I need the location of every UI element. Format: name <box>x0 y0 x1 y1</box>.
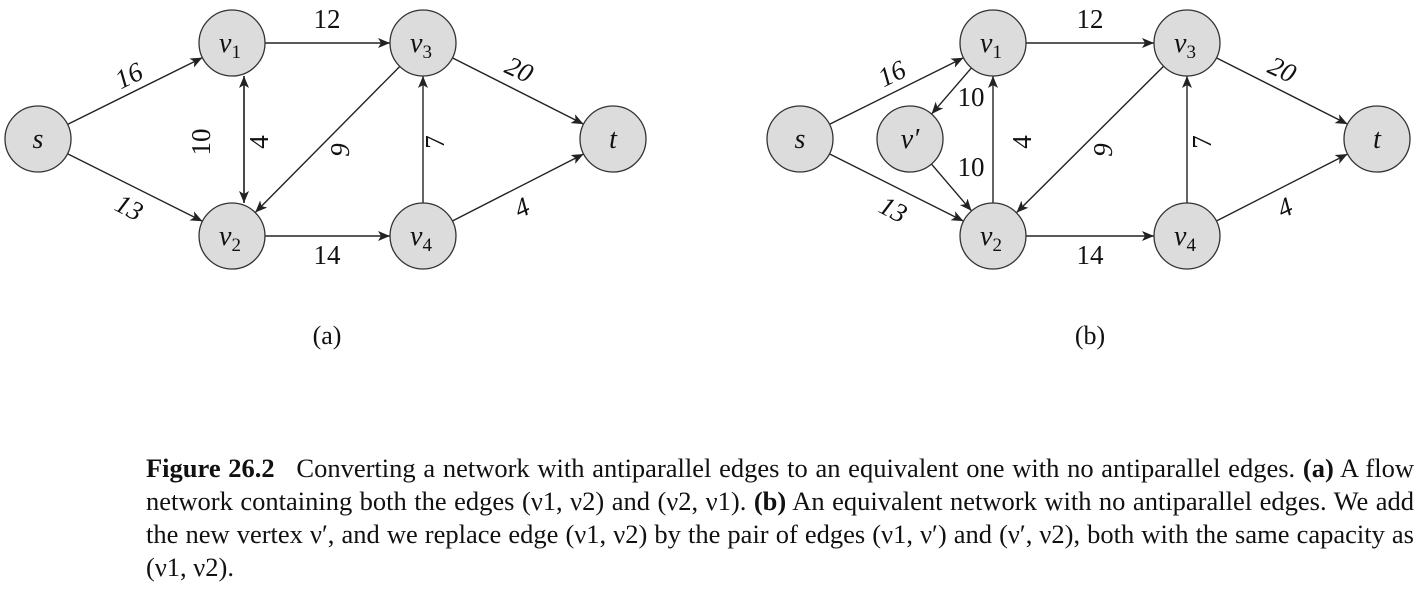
edge-capacity-v1-v2: 10 <box>186 129 216 156</box>
edge-vp-v2 <box>930 163 973 212</box>
caption-part-a-tag: (a) <box>1302 453 1334 483</box>
edge-capacity-v1-v3: 12 <box>314 4 341 34</box>
edge-capacity-v1-vp: 10 <box>958 82 985 112</box>
vertex-label-v1: ν1 <box>980 28 1002 63</box>
flow-network-figure: 16 13 12 10 4 9 14 7 20 4 s ν1 ν2 ν3 ν4 t (a) 16 13 12 10 10… <box>4 4 1411 350</box>
edge-s-v1 <box>67 57 203 125</box>
panel-label-b: (b) <box>1075 321 1105 350</box>
vertex-label-s: s <box>795 124 806 155</box>
edge-capacity-v4-v3: 7 <box>420 135 450 149</box>
edge-v3-v2 <box>1015 65 1165 214</box>
edge-capacity-vp-v2: 10 <box>958 152 985 182</box>
vertex-v1 <box>959 9 1027 77</box>
edge-capacity-v2-v1: 4 <box>1007 135 1037 149</box>
edge-capacity-v2-v4: 14 <box>314 240 342 270</box>
vertex-label-v4: ν4 <box>410 221 432 256</box>
panel-label-a: (a) <box>313 321 342 350</box>
vertex-label-v1: ν1 <box>219 28 241 63</box>
edge-capacity-v4-t: 4 <box>509 191 534 224</box>
caption-part-b-tag: (b) <box>753 486 787 516</box>
vertex-label-v2: ν2 <box>980 221 1002 256</box>
vertex-label-s: s <box>33 124 44 155</box>
vertex-label-t: t <box>1373 124 1382 155</box>
caption-figure-number: Figure 26.2 <box>146 453 275 483</box>
edge-capacity-v2-v1: 4 <box>244 135 274 149</box>
edge-capacity-v3-t: 20 <box>501 50 539 89</box>
vertex-vp <box>876 105 944 173</box>
vertex-label-v3: ν3 <box>410 28 432 63</box>
vertex-v1 <box>198 9 266 77</box>
vertex-label-vp: ν′ <box>901 124 920 155</box>
vertex-v4 <box>389 202 457 270</box>
caption-part-b-text: An equivalent network with no antiparall… <box>146 486 1414 582</box>
vertex-label-v2: ν2 <box>219 221 241 256</box>
vertex-t <box>579 105 647 173</box>
vertex-v2 <box>198 202 266 270</box>
edge-v3-t <box>452 57 584 125</box>
edge-v4-t <box>452 153 584 222</box>
vertex-t <box>1343 105 1411 173</box>
edge-capacity-v2-v4: 14 <box>1077 240 1105 270</box>
vertex-v4 <box>1153 202 1221 270</box>
edge-v3-v2 <box>254 65 401 214</box>
vertex-label-v3: ν3 <box>1174 28 1196 63</box>
edge-capacity-s-v2: 13 <box>874 190 912 229</box>
edge-s-v1 <box>829 57 964 125</box>
edge-v1-vp <box>931 67 972 115</box>
caption-part-a-text: A flow network containing both the edges… <box>146 453 1415 516</box>
vertex-s <box>766 105 834 173</box>
edge-capacity-s-v1: 16 <box>110 56 148 95</box>
edge-s-v2 <box>829 153 964 222</box>
vertex-v3 <box>389 9 457 77</box>
edge-capacity-v1-v3: 12 <box>1077 4 1104 34</box>
edge-capacity-v3-v2: 9 <box>325 143 355 157</box>
edge-capacity-v4-t: 4 <box>1272 191 1297 224</box>
edge-capacity-s-v2: 13 <box>110 188 148 227</box>
edge-capacity-v4-v3: 7 <box>1187 135 1217 149</box>
edge-v3-t <box>1216 57 1348 125</box>
vertex-s <box>4 105 72 173</box>
edge-capacity-v3-t: 20 <box>1264 50 1302 89</box>
edge-s-v2 <box>67 153 203 222</box>
figure-caption: Figure 26.2 Converting a network with an… <box>146 452 1414 584</box>
panel-a-network: 16 13 12 10 4 9 14 7 20 4 s ν1 ν2 ν3 ν4 t (a) <box>4 4 647 350</box>
vertex-label-v4: ν4 <box>1174 221 1196 256</box>
vertex-v2 <box>959 202 1027 270</box>
vertex-label-t: t <box>609 124 618 155</box>
caption-lead: Converting a network with antiparallel e… <box>296 453 1296 483</box>
edge-capacity-v3-v2: 9 <box>1088 143 1118 157</box>
edge-v4-t <box>1216 153 1348 222</box>
vertex-v3 <box>1153 9 1221 77</box>
